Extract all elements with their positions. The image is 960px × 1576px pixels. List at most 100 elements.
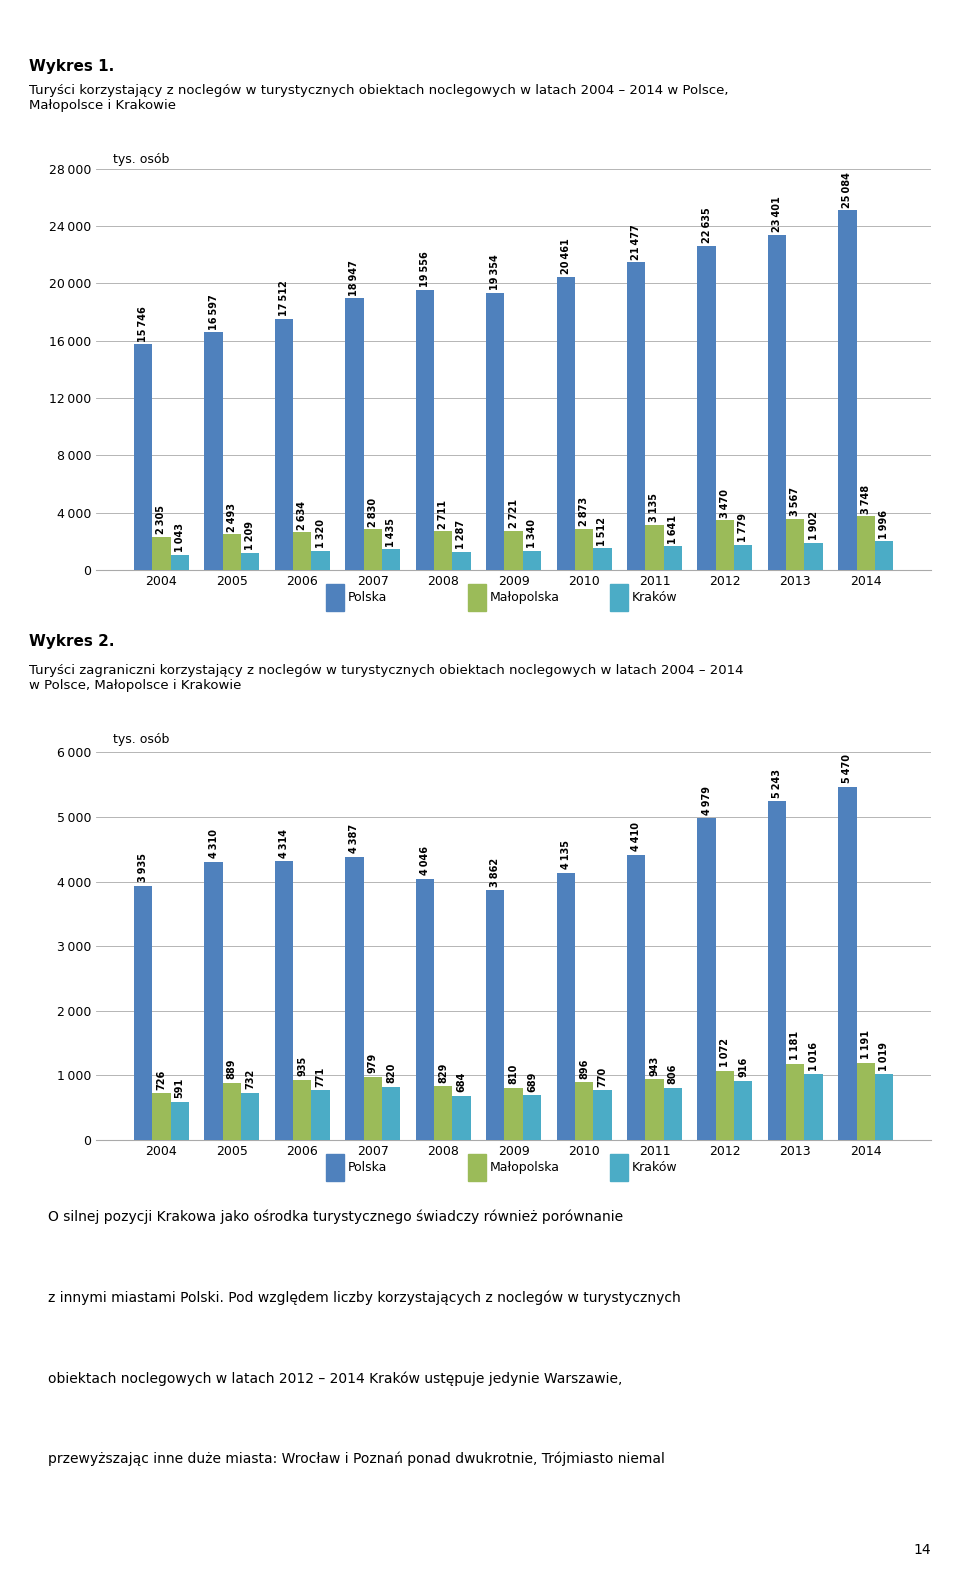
Text: Wykres 2.: Wykres 2. (29, 634, 114, 649)
Bar (311, 1091, 330, 1139)
Bar (275, 860, 293, 1139)
Text: 820: 820 (386, 1064, 396, 1083)
Text: 5 243: 5 243 (772, 769, 782, 797)
Text: 2 830: 2 830 (368, 498, 377, 526)
Bar (346, 856, 364, 1139)
Bar (416, 878, 434, 1139)
Bar (716, 1070, 734, 1139)
Bar (486, 293, 504, 571)
Text: 22 635: 22 635 (702, 206, 711, 243)
Text: 25 084: 25 084 (843, 172, 852, 208)
Bar (434, 531, 452, 571)
Text: 3 935: 3 935 (138, 853, 148, 883)
Bar (468, 585, 486, 611)
Text: z innymi miastami Polski. Pod względem liczby korzystających z noclegów w turyst: z innymi miastami Polski. Pod względem l… (48, 1291, 681, 1305)
Bar (804, 542, 823, 571)
Bar (523, 1095, 541, 1139)
Text: 17 512: 17 512 (279, 281, 289, 317)
Bar (716, 520, 734, 571)
Bar (452, 552, 470, 571)
Text: 896: 896 (579, 1057, 589, 1078)
Text: 14: 14 (914, 1543, 931, 1557)
Bar (645, 1080, 663, 1139)
Bar (557, 277, 575, 571)
Text: 3 135: 3 135 (650, 493, 660, 523)
Text: Kraków: Kraków (633, 591, 678, 604)
Text: 21 477: 21 477 (631, 224, 641, 260)
Bar (325, 585, 344, 611)
Text: 1 043: 1 043 (175, 523, 184, 553)
Text: 2 634: 2 634 (298, 501, 307, 530)
Bar (786, 519, 804, 571)
Bar (856, 517, 875, 571)
Text: 4 135: 4 135 (561, 840, 571, 870)
Bar (645, 525, 663, 571)
Bar (486, 890, 504, 1139)
Text: 689: 689 (527, 1072, 537, 1092)
Text: 16 597: 16 597 (208, 293, 219, 329)
Text: Małopolska: Małopolska (491, 591, 561, 604)
Bar (153, 537, 171, 571)
Bar (697, 246, 716, 571)
Text: 829: 829 (438, 1062, 448, 1083)
Text: Kraków: Kraków (633, 1162, 678, 1174)
Bar (856, 1064, 875, 1139)
Bar (171, 1102, 189, 1139)
Text: 1 016: 1 016 (808, 1042, 819, 1070)
Text: 2 711: 2 711 (438, 500, 448, 528)
Text: 3 748: 3 748 (861, 484, 871, 514)
Text: 1 779: 1 779 (738, 512, 748, 542)
Text: 2 721: 2 721 (509, 500, 518, 528)
Bar (610, 1154, 628, 1180)
Text: 1 072: 1 072 (720, 1039, 730, 1067)
Text: 943: 943 (650, 1056, 660, 1075)
Bar (223, 1083, 241, 1139)
Text: Polska: Polska (348, 591, 388, 604)
Text: 732: 732 (245, 1069, 255, 1089)
Text: 15 746: 15 746 (138, 306, 148, 342)
Text: 5 470: 5 470 (843, 753, 852, 783)
Text: 4 310: 4 310 (208, 829, 219, 857)
Bar (697, 818, 716, 1139)
Bar (382, 550, 400, 571)
Text: 18 947: 18 947 (349, 260, 359, 296)
Bar (241, 553, 259, 571)
Text: 23 401: 23 401 (772, 197, 782, 232)
Bar (627, 856, 645, 1139)
Bar (575, 530, 593, 571)
Bar (838, 211, 856, 571)
Text: 1 320: 1 320 (316, 520, 325, 548)
Bar (838, 786, 856, 1139)
Bar (204, 862, 223, 1139)
Bar (593, 1091, 612, 1139)
Bar (768, 801, 786, 1139)
Bar (875, 1075, 893, 1139)
Text: 3 567: 3 567 (790, 487, 801, 517)
Bar (504, 1087, 523, 1139)
Text: 4 410: 4 410 (631, 823, 641, 851)
Text: Polska: Polska (348, 1162, 388, 1174)
Text: 2 873: 2 873 (579, 496, 589, 526)
Text: 4 314: 4 314 (279, 829, 289, 857)
Bar (875, 542, 893, 571)
Bar (134, 886, 153, 1139)
Text: 1 209: 1 209 (245, 522, 255, 550)
Bar (468, 1154, 486, 1180)
Bar (293, 533, 311, 571)
Text: 1 641: 1 641 (668, 515, 678, 544)
Text: przewyższając inne duże miasta: Wrocław i Poznań ponad dwukrotnie, Trójmiasto ni: przewyższając inne duże miasta: Wrocław … (48, 1451, 665, 1466)
Bar (734, 1081, 753, 1139)
Bar (382, 1087, 400, 1139)
Bar (768, 235, 786, 571)
Bar (610, 585, 628, 611)
Bar (434, 1086, 452, 1139)
Bar (523, 550, 541, 571)
Text: 979: 979 (368, 1053, 377, 1073)
Text: Turyści korzystający z noclegów w turystycznych obiektach noclegowych w latach 2: Turyści korzystający z noclegów w turyst… (29, 85, 729, 112)
Text: GOSPODARKA TURYSTYCZNA W KRAKOWIE: GOSPODARKA TURYSTYCZNA W KRAKOWIE (378, 16, 812, 35)
Text: 810: 810 (509, 1064, 518, 1084)
Text: 916: 916 (738, 1057, 748, 1078)
Text: 1 512: 1 512 (597, 517, 608, 545)
Text: 19 556: 19 556 (420, 251, 430, 287)
Text: 806: 806 (668, 1064, 678, 1084)
